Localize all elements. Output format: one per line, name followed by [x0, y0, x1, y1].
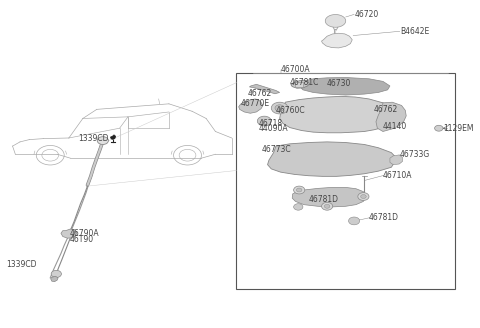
Text: 1339CD: 1339CD: [6, 260, 36, 269]
Text: 46781D: 46781D: [369, 213, 399, 222]
Text: 46720: 46720: [355, 10, 379, 19]
Polygon shape: [110, 135, 116, 140]
Polygon shape: [325, 14, 346, 27]
Text: 46773C: 46773C: [262, 145, 291, 154]
Circle shape: [294, 186, 305, 194]
Text: 46781D: 46781D: [309, 195, 338, 204]
Circle shape: [324, 204, 330, 208]
Text: 46730: 46730: [326, 79, 350, 88]
Text: 46790A: 46790A: [70, 229, 99, 238]
Text: 46762: 46762: [248, 89, 272, 98]
Text: 46762: 46762: [373, 105, 398, 114]
Circle shape: [360, 195, 366, 198]
Circle shape: [294, 204, 303, 210]
Text: 1339CD: 1339CD: [78, 134, 108, 143]
Polygon shape: [250, 84, 280, 94]
Text: 46T90: 46T90: [70, 235, 94, 244]
Text: 44090A: 44090A: [259, 124, 288, 133]
Polygon shape: [267, 142, 396, 176]
Bar: [295, 82, 303, 87]
Circle shape: [51, 270, 61, 277]
Text: 46760C: 46760C: [276, 106, 306, 115]
Circle shape: [358, 193, 369, 200]
Text: 46718: 46718: [259, 119, 283, 128]
Circle shape: [271, 102, 288, 114]
Text: B4642E: B4642E: [401, 27, 430, 36]
Polygon shape: [322, 33, 352, 48]
Text: 46781C: 46781C: [290, 77, 319, 87]
Text: 46733G: 46733G: [399, 151, 430, 159]
Circle shape: [434, 125, 443, 131]
Polygon shape: [299, 77, 390, 95]
Polygon shape: [239, 99, 263, 113]
Polygon shape: [376, 102, 406, 132]
Text: 46700A: 46700A: [281, 65, 310, 74]
Polygon shape: [292, 187, 365, 207]
Polygon shape: [51, 276, 58, 282]
Polygon shape: [291, 80, 310, 88]
Text: 1129EM: 1129EM: [444, 124, 474, 133]
Circle shape: [348, 217, 360, 225]
Text: 46770E: 46770E: [241, 99, 270, 108]
Circle shape: [97, 137, 108, 145]
Circle shape: [257, 116, 271, 126]
Text: 46710A: 46710A: [383, 171, 412, 180]
Text: 44140: 44140: [383, 122, 407, 131]
Circle shape: [275, 105, 284, 111]
Circle shape: [297, 188, 302, 192]
Polygon shape: [61, 229, 77, 238]
Bar: [236, 73, 455, 289]
Polygon shape: [390, 155, 403, 165]
Circle shape: [322, 202, 333, 210]
Polygon shape: [280, 96, 397, 133]
